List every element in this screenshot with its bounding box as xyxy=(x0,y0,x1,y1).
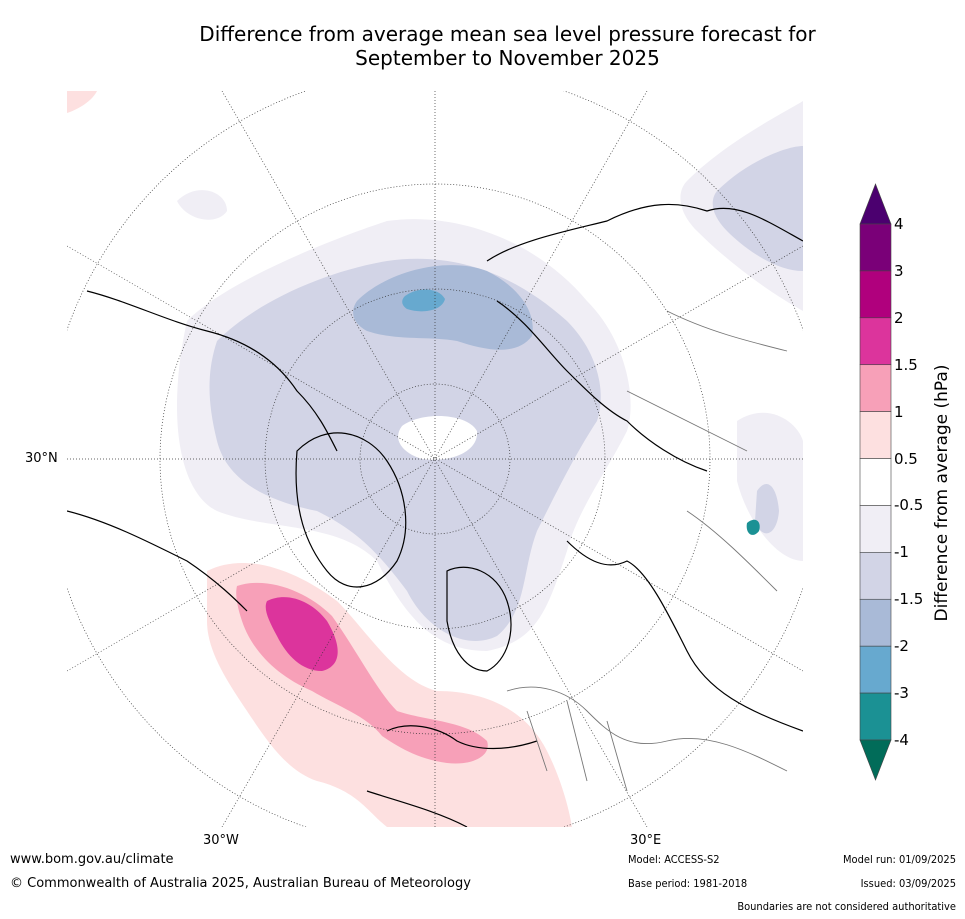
lon-30w-label: 30°W xyxy=(203,833,239,848)
colorbar-tick-label: 3 xyxy=(894,261,904,280)
colorbar-tick-label: -2 xyxy=(894,637,909,656)
colorbar-bin xyxy=(859,364,892,412)
colorbar-tick-label: -4 xyxy=(894,731,909,749)
colorbar-bin xyxy=(859,645,892,694)
anomaly-zone-pos05-nw xyxy=(67,91,97,113)
colorbar-extend-max xyxy=(859,183,892,225)
borders-europe xyxy=(506,686,788,792)
coast-eurasia xyxy=(486,203,803,732)
colorbar-tick-label: -3 xyxy=(894,684,909,703)
anomaly-zone-neg1-ne xyxy=(712,146,803,271)
colorbar-bin xyxy=(859,692,892,741)
anomaly-zone-neg3 xyxy=(746,519,760,535)
borders-asia xyxy=(626,310,788,592)
colorbar-tick-label: -1.5 xyxy=(894,590,924,609)
footer-model-run: Model run: 01/09/2025 xyxy=(843,853,956,866)
colorbar-tick-label: 0.5 xyxy=(894,449,918,468)
colorbar-bin xyxy=(859,270,892,319)
lon-30e-label: 30°E xyxy=(630,833,662,848)
title-line-2: September to November 2025 xyxy=(355,46,660,70)
map-title: Difference from average mean sea level p… xyxy=(0,22,965,70)
colorbar-tick-label: 2 xyxy=(894,308,904,327)
colorbar-title: Difference from average (hPa) xyxy=(932,364,952,622)
lat-30n-label: 30°N xyxy=(25,451,58,466)
anomaly-zone-neg15 xyxy=(353,265,533,350)
colorbar-bin xyxy=(859,458,892,506)
title-line-1: Difference from average mean sea level p… xyxy=(199,22,816,46)
footer-base-period: Base period: 1981-2018 xyxy=(628,877,748,890)
anomaly-zone-neg2 xyxy=(402,289,445,312)
coast-greenland xyxy=(295,432,407,588)
colorbar-tick-label: 1.5 xyxy=(894,355,918,374)
colorbar-tick-label: 4 xyxy=(894,215,904,233)
colorbar-extend-min xyxy=(859,739,892,781)
anomaly-zone-neg1-e xyxy=(755,483,779,534)
anomaly-zone-pos15 xyxy=(265,597,338,671)
coast-iberia-africa xyxy=(366,725,538,827)
colorbar-tick-label: 1 xyxy=(894,402,904,421)
footer-website: www.bom.gov.au/climate xyxy=(10,852,174,867)
colorbar-bin xyxy=(859,598,892,647)
coast-scandinavia xyxy=(446,566,512,672)
colorbar-bin xyxy=(859,411,892,459)
anomaly-zone-neg05-w xyxy=(177,190,227,220)
colorbar-tick-label: -1 xyxy=(894,543,909,562)
coast-north-america xyxy=(67,290,338,612)
colorbar-tick-label: -0.5 xyxy=(894,496,924,515)
colorbar-bin xyxy=(859,552,892,600)
footer-model: Model: ACCESS-S2 xyxy=(628,853,720,866)
footer-issued: Issued: 03/09/2025 xyxy=(860,877,956,890)
colorbar-bin xyxy=(859,223,892,272)
footer-disclaimer: Boundaries are not considered authoritat… xyxy=(737,900,956,913)
footer-copyright: © Commonwealth of Australia 2025, Austra… xyxy=(10,876,471,891)
colorbar-bin xyxy=(859,317,892,366)
colorbar-bin xyxy=(859,505,892,553)
polar-map xyxy=(67,91,803,827)
